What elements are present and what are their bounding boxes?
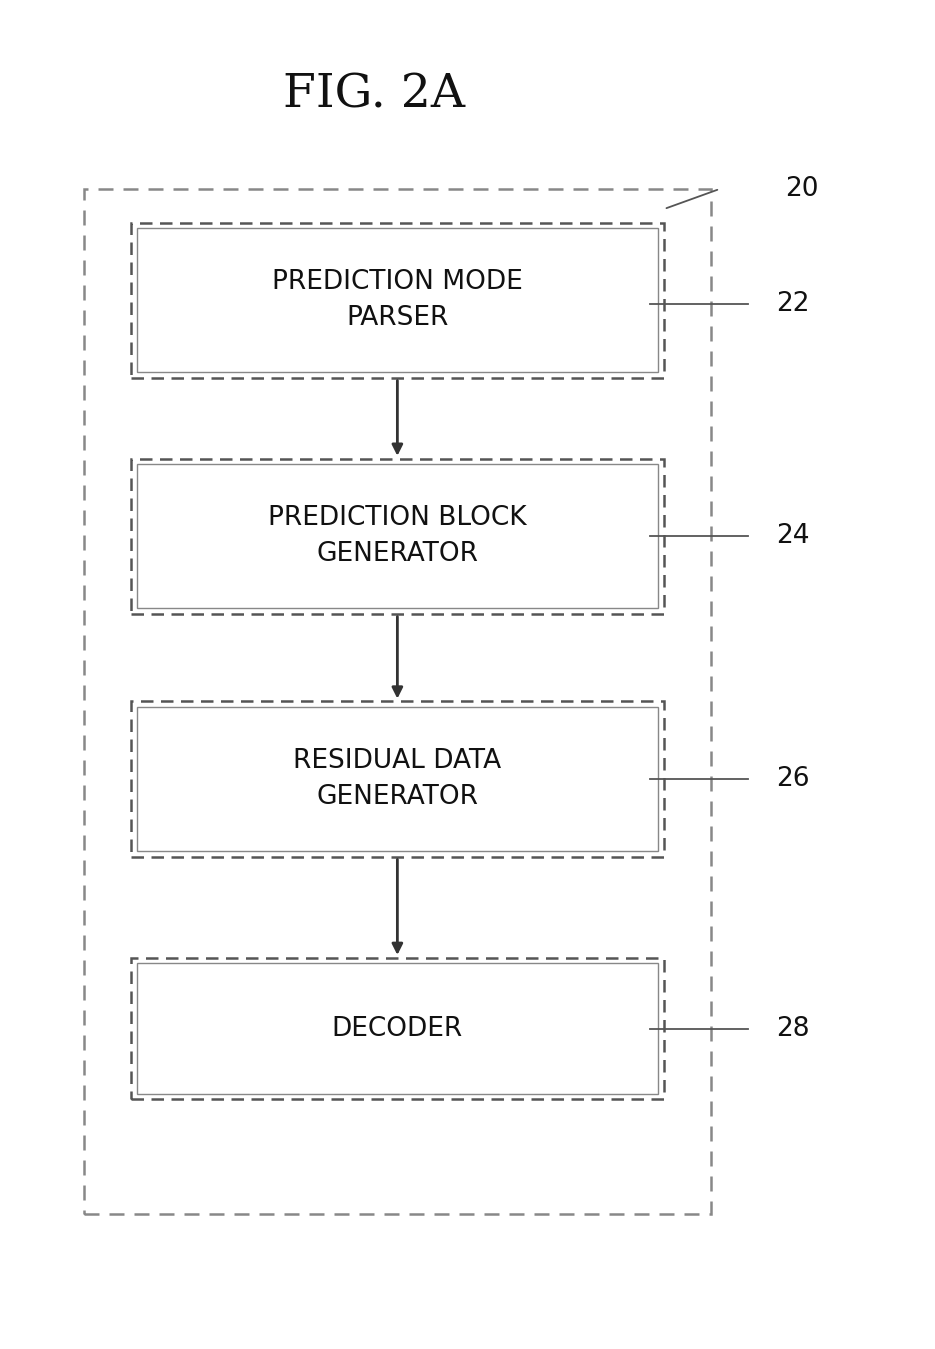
Text: PREDICTION BLOCK
GENERATOR: PREDICTION BLOCK GENERATOR (268, 506, 526, 567)
Text: RESIDUAL DATA
GENERATOR: RESIDUAL DATA GENERATOR (294, 749, 501, 809)
Bar (137, 707, 658, 851)
Bar (131, 958, 664, 1099)
Bar (137, 228, 658, 372)
Bar (137, 963, 658, 1094)
Bar (137, 464, 658, 608)
Text: 22: 22 (776, 290, 810, 317)
Bar (131, 701, 664, 857)
Text: DECODER: DECODER (332, 1016, 463, 1041)
Text: 24: 24 (776, 523, 810, 549)
Bar (131, 459, 664, 614)
Text: 26: 26 (776, 766, 810, 792)
Text: 20: 20 (785, 175, 819, 202)
Text: PREDICTION MODE
PARSER: PREDICTION MODE PARSER (272, 270, 523, 331)
Text: 28: 28 (776, 1016, 810, 1041)
Bar (84, 189, 711, 1214)
Bar (131, 223, 664, 378)
Text: FIG. 2A: FIG. 2A (283, 71, 465, 117)
